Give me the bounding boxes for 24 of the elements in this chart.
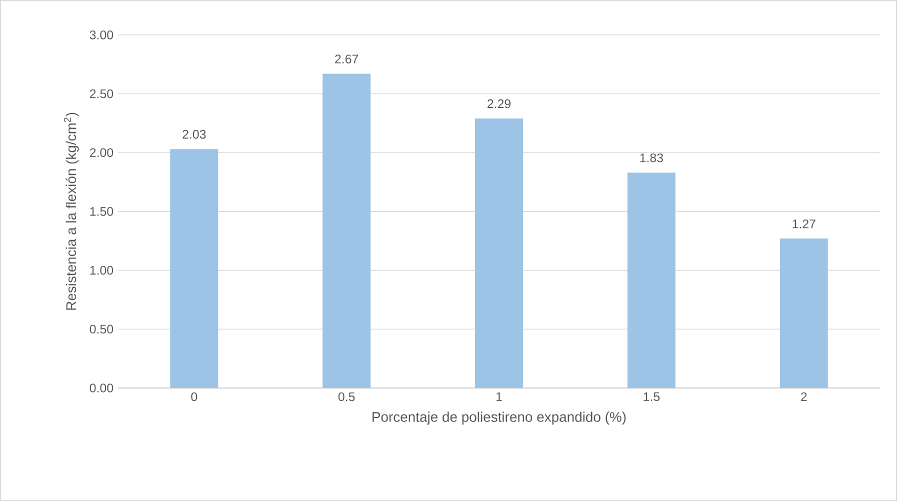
- y-tick-label: 3.00: [90, 30, 114, 40]
- y-tick-label: 1.50: [90, 207, 114, 216]
- y-tick-label: 0.50: [90, 324, 114, 334]
- bar: [322, 74, 371, 388]
- x-axis-title: Porcentaje de poliestireno expandido (%): [372, 412, 626, 425]
- bar: [475, 118, 524, 388]
- y-tick-label: 2.00: [90, 148, 114, 158]
- x-tick-label: 1: [496, 392, 502, 401]
- x-tick-label: 2: [801, 392, 807, 402]
- data-label: 1.83: [640, 153, 664, 162]
- data-label: 2.67: [335, 54, 358, 64]
- y-axis-title: Resistencia a la flexión (kg/cm$^{2}$): [64, 112, 79, 310]
- data-label: 2.03: [182, 130, 206, 139]
- y-tick-label: 1.00: [90, 266, 114, 275]
- x-tick-label: 0.5: [338, 392, 355, 402]
- x-tick-label: 1.5: [644, 392, 660, 402]
- bar: [780, 238, 828, 388]
- data-label: 1.27: [792, 220, 816, 228]
- y-tick-label: 0.00: [90, 384, 114, 392]
- bar: [170, 149, 218, 388]
- x-tick-label: 0: [191, 392, 198, 402]
- bar: [627, 172, 676, 388]
- data-label: 2.29: [488, 99, 511, 108]
- y-tick-label: 2.50: [90, 89, 114, 98]
